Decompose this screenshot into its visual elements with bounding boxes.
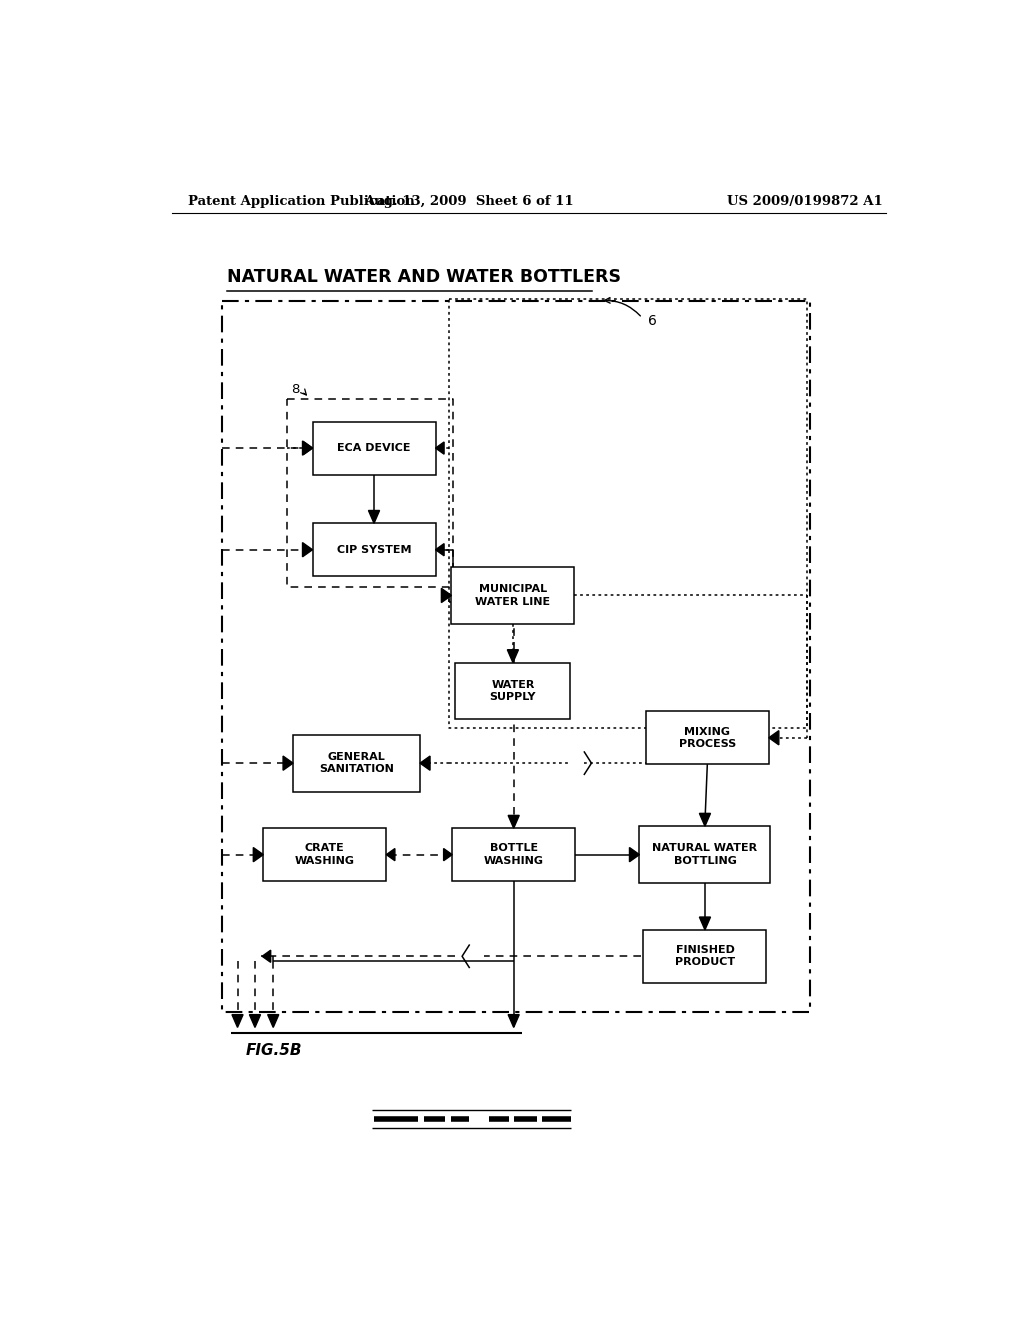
FancyBboxPatch shape xyxy=(639,826,770,883)
Polygon shape xyxy=(386,849,395,861)
Polygon shape xyxy=(443,849,453,861)
Polygon shape xyxy=(283,756,293,771)
Polygon shape xyxy=(508,1015,519,1027)
Polygon shape xyxy=(304,442,312,454)
Polygon shape xyxy=(267,1015,279,1027)
Text: WATER
SUPPLY: WATER SUPPLY xyxy=(489,680,537,702)
Text: Aug. 13, 2009  Sheet 6 of 11: Aug. 13, 2009 Sheet 6 of 11 xyxy=(365,194,574,207)
Polygon shape xyxy=(699,813,711,826)
Polygon shape xyxy=(507,649,518,663)
Polygon shape xyxy=(630,847,639,862)
FancyBboxPatch shape xyxy=(643,929,766,982)
Text: CRATE
WASHING: CRATE WASHING xyxy=(295,843,354,866)
Polygon shape xyxy=(232,1015,243,1027)
Text: ECA DEVICE: ECA DEVICE xyxy=(337,444,411,453)
Polygon shape xyxy=(699,917,711,929)
Polygon shape xyxy=(508,816,519,828)
Text: BOTTLE
WASHING: BOTTLE WASHING xyxy=(483,843,544,866)
Polygon shape xyxy=(369,511,380,523)
Polygon shape xyxy=(302,543,312,557)
Text: 8: 8 xyxy=(291,383,299,396)
Text: CIP SYSTEM: CIP SYSTEM xyxy=(337,545,412,554)
FancyBboxPatch shape xyxy=(263,828,386,880)
FancyBboxPatch shape xyxy=(456,663,570,719)
Text: US 2009/0199872 A1: US 2009/0199872 A1 xyxy=(727,194,883,207)
Polygon shape xyxy=(435,544,444,556)
FancyBboxPatch shape xyxy=(646,711,769,764)
Polygon shape xyxy=(302,441,312,455)
FancyBboxPatch shape xyxy=(312,523,435,576)
Polygon shape xyxy=(769,731,779,744)
FancyBboxPatch shape xyxy=(293,735,420,792)
Polygon shape xyxy=(420,756,430,771)
Polygon shape xyxy=(253,847,263,862)
FancyBboxPatch shape xyxy=(453,828,575,880)
Text: NATURAL WATER AND WATER BOTTLERS: NATURAL WATER AND WATER BOTTLERS xyxy=(227,268,622,286)
Polygon shape xyxy=(435,442,444,454)
Text: 6: 6 xyxy=(648,314,656,329)
Polygon shape xyxy=(441,589,452,602)
Polygon shape xyxy=(250,1015,260,1027)
Text: MUNICIPAL
WATER LINE: MUNICIPAL WATER LINE xyxy=(475,585,551,607)
Text: Patent Application Publication: Patent Application Publication xyxy=(187,194,415,207)
Polygon shape xyxy=(262,950,270,962)
Text: FIG.5B: FIG.5B xyxy=(246,1043,302,1059)
Text: GENERAL
SANITATION: GENERAL SANITATION xyxy=(319,752,394,775)
FancyBboxPatch shape xyxy=(452,568,574,624)
Text: NATURAL WATER
BOTTLING: NATURAL WATER BOTTLING xyxy=(652,843,758,866)
Text: FINISHED
PRODUCT: FINISHED PRODUCT xyxy=(675,945,735,968)
FancyBboxPatch shape xyxy=(312,421,435,474)
Text: MIXING
PROCESS: MIXING PROCESS xyxy=(679,726,736,748)
